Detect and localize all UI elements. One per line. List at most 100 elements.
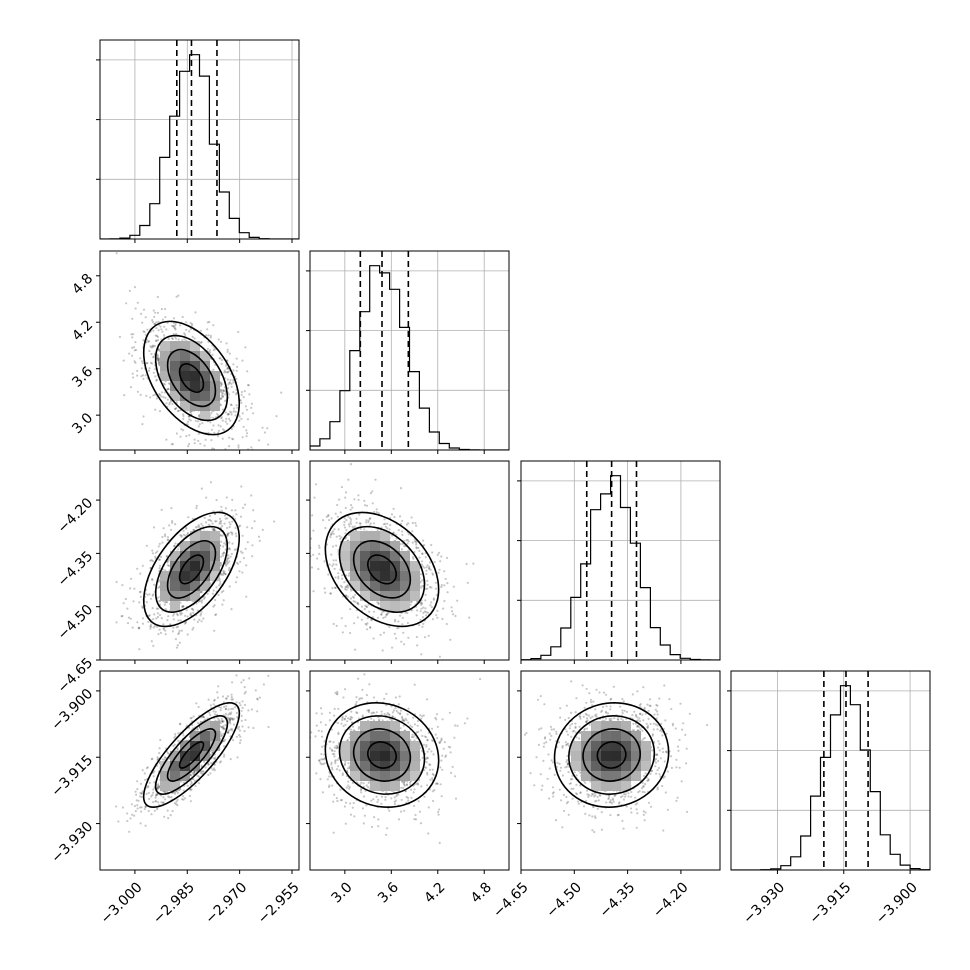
sample-point bbox=[240, 681, 243, 684]
sample-point bbox=[199, 612, 203, 615]
sample-point bbox=[228, 718, 232, 722]
sample-point bbox=[432, 573, 435, 576]
sample-point bbox=[228, 525, 231, 529]
sample-point bbox=[232, 407, 236, 410]
sample-point bbox=[152, 344, 155, 347]
sample-point bbox=[198, 618, 201, 622]
density-cell bbox=[200, 381, 210, 391]
sample-point bbox=[184, 664, 186, 666]
sample-point bbox=[201, 715, 204, 718]
sample-point bbox=[230, 717, 233, 720]
sample-point bbox=[405, 523, 408, 526]
sample-point bbox=[363, 504, 367, 507]
sample-point bbox=[175, 401, 178, 404]
sample-point bbox=[171, 402, 174, 406]
sample-point bbox=[237, 444, 240, 447]
sample-point bbox=[143, 807, 146, 811]
sample-point bbox=[172, 744, 175, 748]
sample-point bbox=[189, 717, 192, 720]
sample-point bbox=[220, 563, 223, 566]
sample-point bbox=[174, 523, 177, 526]
sample-point bbox=[158, 600, 161, 603]
sample-point bbox=[141, 790, 144, 793]
sample-point bbox=[163, 815, 166, 818]
sample-point bbox=[408, 781, 412, 784]
sample-point bbox=[417, 730, 420, 734]
sample-point bbox=[162, 396, 165, 399]
sample-point bbox=[137, 626, 140, 629]
sample-point bbox=[226, 533, 229, 536]
sample-point bbox=[152, 788, 155, 791]
sample-point bbox=[173, 544, 176, 548]
sample-point bbox=[425, 736, 428, 739]
sample-point bbox=[153, 781, 156, 784]
sample-point bbox=[190, 607, 193, 610]
sample-point bbox=[163, 325, 166, 328]
sample-point bbox=[122, 359, 125, 362]
sample-point bbox=[238, 729, 241, 732]
sample-point bbox=[156, 359, 160, 362]
sample-point bbox=[339, 799, 342, 802]
sample-point bbox=[138, 591, 142, 594]
sample-point bbox=[401, 616, 404, 620]
sample-point bbox=[383, 712, 386, 716]
density-cell bbox=[360, 581, 370, 591]
sample-point bbox=[227, 561, 230, 565]
sample-point bbox=[333, 746, 336, 749]
sample-point bbox=[182, 605, 185, 608]
sample-point bbox=[224, 411, 228, 414]
sample-point bbox=[228, 566, 231, 570]
density-cell bbox=[180, 391, 190, 401]
sample-point bbox=[425, 611, 428, 614]
sample-point bbox=[392, 531, 395, 534]
sample-point bbox=[356, 601, 359, 605]
sample-point bbox=[182, 781, 185, 784]
sample-point bbox=[180, 612, 183, 615]
sample-point bbox=[221, 720, 224, 723]
sample-point bbox=[363, 499, 366, 502]
sample-point bbox=[130, 803, 133, 806]
sample-point bbox=[175, 295, 178, 298]
sample-point bbox=[149, 597, 153, 600]
sample-point bbox=[163, 791, 166, 794]
sample-point bbox=[198, 525, 201, 529]
sample-point bbox=[161, 535, 164, 539]
density-cell bbox=[160, 361, 170, 371]
sample-point bbox=[240, 390, 243, 394]
sample-point bbox=[219, 582, 222, 585]
sample-point bbox=[377, 511, 380, 515]
sample-point bbox=[423, 636, 427, 639]
density-cell bbox=[200, 741, 210, 751]
sample-point bbox=[182, 413, 185, 416]
sample-point bbox=[141, 564, 144, 567]
sample-point bbox=[217, 338, 220, 341]
sample-point bbox=[145, 601, 148, 604]
sample-point bbox=[365, 519, 368, 522]
sample-point bbox=[262, 683, 265, 686]
sample-point bbox=[154, 408, 157, 411]
sample-point bbox=[170, 337, 174, 340]
sample-point bbox=[189, 328, 192, 331]
sample-point bbox=[431, 551, 434, 554]
scatter-panel-r4-c2 bbox=[309, 670, 510, 871]
sample-point bbox=[318, 544, 321, 547]
sample-point bbox=[267, 674, 270, 677]
sample-point bbox=[229, 758, 232, 761]
sample-point bbox=[407, 522, 410, 525]
density-cell bbox=[200, 531, 210, 541]
sample-point bbox=[219, 580, 222, 583]
sample-point bbox=[397, 620, 400, 623]
sample-point bbox=[225, 697, 228, 700]
sample-point bbox=[134, 307, 137, 310]
sample-point bbox=[149, 559, 152, 562]
sample-point bbox=[406, 542, 409, 545]
sample-point bbox=[156, 295, 159, 299]
density-cell bbox=[410, 561, 420, 571]
sample-point bbox=[388, 713, 391, 717]
density-cell bbox=[180, 561, 190, 571]
sample-point bbox=[368, 610, 371, 613]
sample-point bbox=[189, 783, 192, 786]
sample-point bbox=[250, 406, 253, 409]
sample-point bbox=[226, 350, 229, 353]
sample-point bbox=[131, 813, 134, 816]
